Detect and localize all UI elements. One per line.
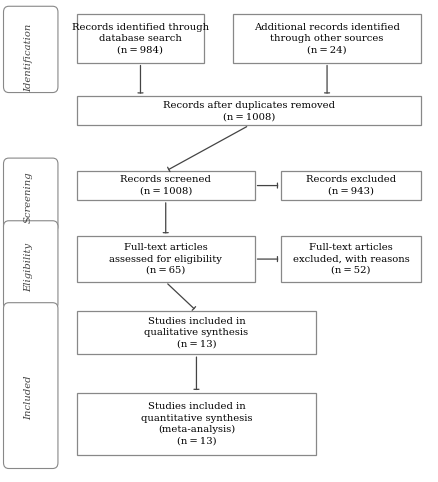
Bar (77, 311, 315, 354)
Bar (77, 393, 315, 455)
Text: Records identified through
database search
(n = 984): Records identified through database sear… (72, 23, 208, 54)
FancyBboxPatch shape (4, 158, 58, 232)
Bar (77, 14, 204, 63)
Text: Studies included in
quantitative synthesis
(meta-analysis)
(n = 13): Studies included in quantitative synthes… (141, 402, 251, 446)
Text: Screening: Screening (24, 172, 33, 224)
FancyBboxPatch shape (4, 6, 58, 93)
Bar (232, 14, 420, 63)
Bar (280, 236, 420, 282)
Bar (77, 96, 420, 125)
Text: Records screened
(n = 1008): Records screened (n = 1008) (120, 175, 211, 196)
Text: Included: Included (24, 375, 33, 420)
Text: Records excluded
(n = 943): Records excluded (n = 943) (305, 175, 396, 196)
Text: Full-text articles
excluded, with reasons
(n = 52): Full-text articles excluded, with reason… (292, 243, 409, 275)
Text: Full-text articles
assessed for eligibility
(n = 65): Full-text articles assessed for eligibil… (109, 243, 222, 275)
Text: Eligibility: Eligibility (24, 243, 33, 292)
Text: Studies included in
qualitative synthesis
(n = 13): Studies included in qualitative synthesi… (144, 317, 248, 348)
Bar (77, 171, 254, 200)
FancyBboxPatch shape (4, 303, 58, 469)
Text: Identification: Identification (24, 24, 33, 92)
Bar (280, 171, 420, 200)
FancyBboxPatch shape (4, 221, 58, 309)
Text: Records after duplicates removed
(n = 1008): Records after duplicates removed (n = 10… (163, 101, 334, 121)
Text: Additional records identified
through other sources
(n = 24): Additional records identified through ot… (254, 23, 399, 54)
Bar (77, 236, 254, 282)
